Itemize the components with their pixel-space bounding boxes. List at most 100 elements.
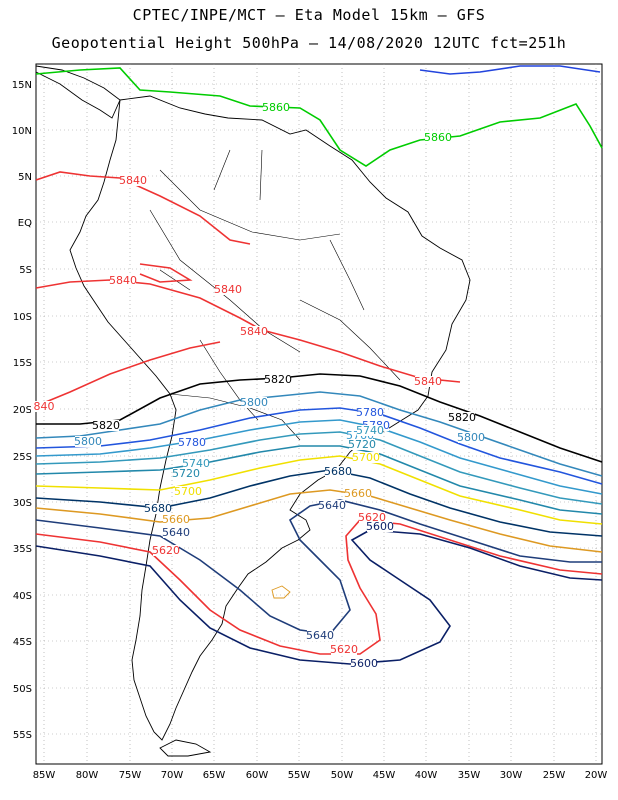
contour-label-5700: 5700 [352,451,380,464]
contour-label-5860: 5860 [424,131,452,144]
lat-tick-label: 40S [13,591,32,602]
contour-label-5700: 5700 [174,485,202,498]
contour-labels: 5860 5860 5840 5840 5840 5840 5840 840 5820 5820 5… [31,101,485,670]
contour-label-5780: 5780 [356,406,384,419]
lon-tick-label: 70W [161,770,184,781]
lon-tick-label: 65W [203,770,226,781]
contour-5840-north [35,171,461,383]
contour-5660 [35,489,603,553]
contour-label-5840: 840 [34,400,55,413]
contour-label-5620: 5620 [358,511,386,524]
contour-label-bg [163,514,189,525]
lat-tick-label: 10N [12,126,32,137]
contour-5840-south [35,341,221,407]
contour-label-5620: 5620 [330,643,358,656]
contour-label-bg [31,401,57,412]
contour-label-bg [241,397,267,408]
lat-tick-label: 55S [13,730,32,741]
contour-label-5680: 5680 [324,465,352,478]
central-america-coast [35,65,121,119]
contour-label-bg [367,521,393,532]
contour-label-bg [331,644,357,655]
lat-tick-label: 25S [13,452,32,463]
lat-tick-label: 15N [12,80,32,91]
map-title: CPTEC/INPE/MCT – Eta Model 15km – GFS [132,6,486,24]
lon-tick-label: 20W [585,770,608,781]
contour-label-5660: 5660 [344,487,372,500]
contour-label-bg [325,466,351,477]
contour-5700 [35,455,603,525]
tierra-del-fuego [159,739,212,757]
contour-label-bg [110,275,136,286]
contour-label-bg [120,175,146,186]
contour-label-5840: 5840 [240,325,268,338]
lat-tick-label: 5N [18,172,32,183]
contour-label-5860: 5860 [262,101,290,114]
contour-label-5800: 5800 [74,435,102,448]
lon-tick-label: 85W [33,770,56,781]
lon-tick-label: 45W [373,770,396,781]
lon-tick-label: 80W [76,770,99,781]
contour-label-bg [353,452,379,463]
contour-label-bg [179,437,205,448]
contour-label-bg [345,488,371,499]
contour-5720 [35,445,603,515]
contour-label-bg [307,630,333,641]
contour-blue-top [419,65,601,75]
contour-label-bg [93,420,119,431]
contour-label-bg [349,439,375,450]
contour-label-5840: 5840 [119,174,147,187]
contour-label-bg [215,284,241,295]
contour-label-bg [357,407,383,418]
contour-label-bg [75,436,101,447]
lat-lon-grid [36,64,602,764]
contour-label-5820: 5820 [264,373,292,386]
lat-tick-label: EQ [18,218,32,229]
contour-label-5720: 5720 [172,467,200,480]
contour-label-5600: 5600 [366,520,394,533]
lon-tick-label: 60W [246,770,269,781]
contour-label-5600: 5600 [350,657,378,670]
contour-label-bg [263,102,289,113]
contour-label-5820: 5820 [92,419,120,432]
plot-frame [35,63,603,765]
coastlines [35,65,471,757]
lat-tick-label: 50S [13,684,32,695]
lon-tick-label: 35W [458,770,481,781]
contour-label-5800: 5800 [457,431,485,444]
contour-label-bg [173,468,199,479]
contour-label-5820: 5820 [448,411,476,424]
contour-label-5840: 5840 [109,274,137,287]
contour-label-5720: 5720 [348,438,376,451]
lon-tick-label: 50W [331,770,354,781]
contour-label-bg [425,132,451,143]
contour-label-bg [145,503,171,514]
falkland-islands [271,585,291,599]
contour-5760 [35,419,603,495]
contour-label-5640: 5640 [162,526,190,539]
lon-tick-label: 75W [119,770,142,781]
lat-tick-label: 20S [13,405,32,416]
axis-tick-labels: 85W 80W 75W 70W 65W 60W 55W 50W 45W 40W 35W 30W 25W 2… [12,80,608,781]
contour-label-bg [449,412,475,423]
contour-label-5840: 5840 [214,283,242,296]
lon-tick-label: 30W [500,770,523,781]
contour-label-5680: 5680 [144,502,172,515]
lat-tick-label: 30S [13,498,32,509]
lon-tick-label: 25W [543,770,566,781]
lon-tick-label: 55W [288,770,311,781]
contour-label-5800: 5800 [240,396,268,409]
contour-label-5780: 5780 [178,436,206,449]
lat-tick-label: 45S [13,637,32,648]
contour-label-bg [183,458,209,469]
lat-tick-label: 15S [13,358,32,369]
contour-label-5640: 5640 [306,629,334,642]
contour-5780 [35,407,603,485]
contour-5740 [35,431,603,505]
contour-label-bg [241,326,267,337]
contour-5820 [36,373,603,463]
contour-label-bg [357,425,383,436]
contour-label-bg [359,512,385,523]
contour-label-5640: 5640 [318,499,346,512]
contour-label-bg [163,527,189,538]
